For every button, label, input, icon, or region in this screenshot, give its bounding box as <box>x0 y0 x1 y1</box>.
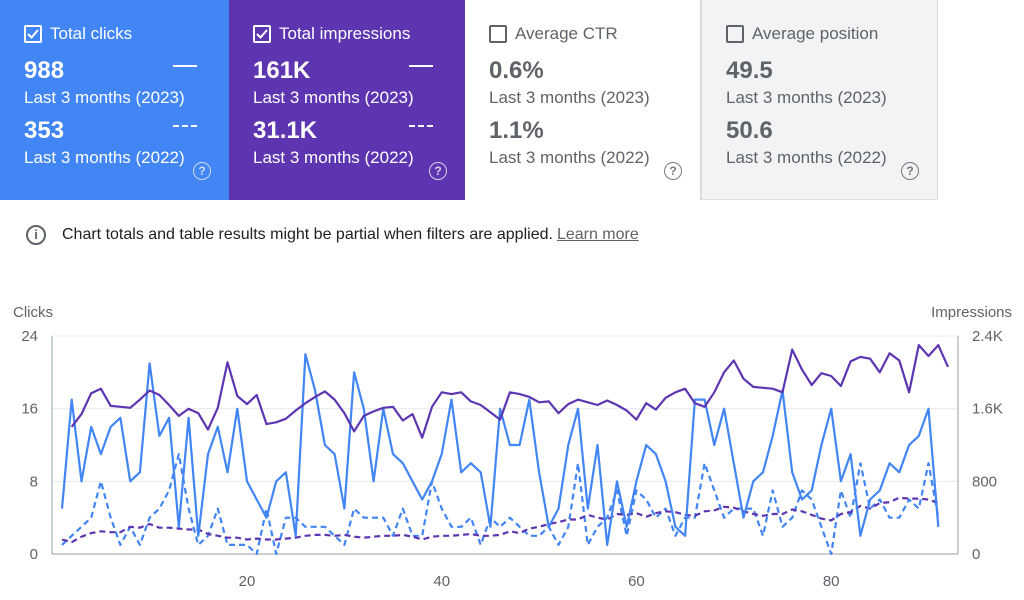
previous-period: Last 3 months (2022) <box>24 148 185 167</box>
current-period: Last 3 months (2023) <box>726 88 887 107</box>
checkbox-checked-icon[interactable] <box>253 25 271 43</box>
previous-period: Last 3 months (2022) <box>726 148 887 167</box>
learn-more-link[interactable]: Learn more <box>556 226 639 243</box>
left-axis-title: Clicks <box>13 304 53 321</box>
previous-value: 50.6 <box>726 117 773 144</box>
left-tick-label: 0 <box>30 546 38 563</box>
series-line-clicks-2022 <box>61 453 940 556</box>
help-icon[interactable]: ? <box>193 162 211 180</box>
average-position-card[interactable]: Average position 49.5 Last 3 months (202… <box>701 0 938 200</box>
current-value: 161K <box>253 57 311 84</box>
checkbox-unchecked-icon[interactable] <box>726 25 744 43</box>
left-tick-label: 24 <box>21 328 38 345</box>
card-title: Average CTR <box>515 24 618 43</box>
help-icon[interactable]: ? <box>664 162 682 180</box>
dashed-line-legend-icon <box>173 125 197 127</box>
series-line-impressions-2022 <box>61 496 939 544</box>
current-value: 988 <box>24 57 65 84</box>
left-tick-label: 8 <box>30 473 38 490</box>
x-tick-label: 20 <box>239 573 256 590</box>
total-clicks-card[interactable]: Total clicks 988 Last 3 months (2023) 35… <box>0 0 229 200</box>
right-tick-label: 1.6K <box>972 401 1003 418</box>
help-icon[interactable]: ? <box>429 162 447 180</box>
dashed-line-legend-icon <box>409 125 433 127</box>
total-impressions-card[interactable]: Total impressions 161K Last 3 months (20… <box>229 0 465 200</box>
current-value: 49.5 <box>726 57 773 84</box>
previous-value: 353 <box>24 117 65 144</box>
checkbox-checked-icon[interactable] <box>24 25 42 43</box>
right-tick-label: 800 <box>972 473 997 490</box>
help-icon[interactable]: ? <box>901 162 919 180</box>
current-period: Last 3 months (2023) <box>24 88 185 107</box>
left-tick-label: 16 <box>21 401 38 418</box>
x-tick-label: 80 <box>823 573 840 590</box>
metric-cards: Total clicks 988 Last 3 months (2023) 35… <box>0 0 938 200</box>
previous-period: Last 3 months (2022) <box>489 148 650 167</box>
current-period: Last 3 months (2023) <box>489 88 650 107</box>
previous-period: Last 3 months (2022) <box>253 148 414 167</box>
series-line-impressions-2023 <box>70 344 950 439</box>
current-value: 0.6% <box>489 57 544 84</box>
previous-value: 1.1% <box>489 117 544 144</box>
card-title: Average position <box>752 24 879 43</box>
performance-chart[interactable]: 0 8 16 24 0 800 1.6K 2.4K 20 40 60 80 <box>0 320 1024 600</box>
solid-line-legend-icon <box>173 65 197 67</box>
right-axis-title: Impressions <box>931 304 1012 321</box>
info-icon: i <box>26 225 46 245</box>
solid-line-legend-icon <box>409 65 433 67</box>
card-title: Total impressions <box>279 24 411 43</box>
card-title: Total clicks <box>50 24 133 43</box>
right-tick-label: 0 <box>972 546 980 563</box>
right-tick-label: 2.4K <box>972 328 1003 345</box>
filter-notice: i Chart totals and table results might b… <box>26 225 639 245</box>
x-tick-label: 40 <box>433 573 450 590</box>
checkbox-unchecked-icon[interactable] <box>489 25 507 43</box>
notice-text: Chart totals and table results might be … <box>62 226 553 243</box>
average-ctr-card[interactable]: Average CTR 0.6% Last 3 months (2023) 1.… <box>465 0 701 200</box>
current-period: Last 3 months (2023) <box>253 88 414 107</box>
previous-value: 31.1K <box>253 117 318 144</box>
series-line-clicks-2023 <box>60 353 940 546</box>
x-tick-label: 60 <box>628 573 645 590</box>
